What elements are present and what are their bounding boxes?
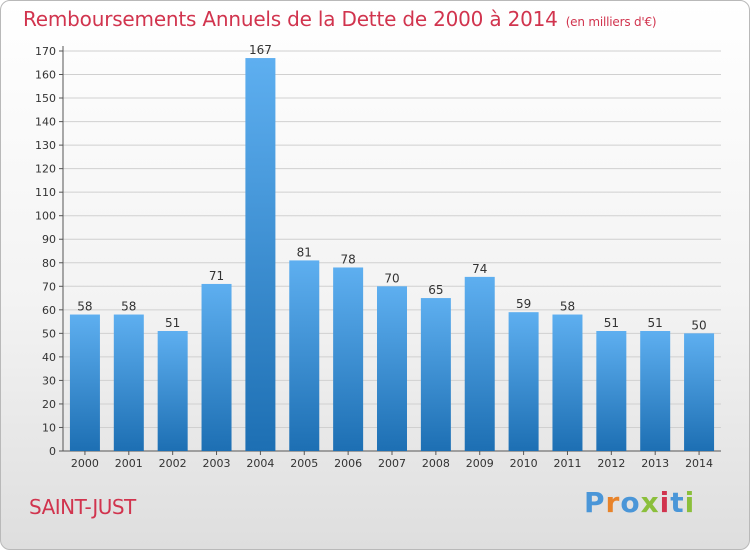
y-tick-label: 40 xyxy=(42,351,56,364)
data-label: 167 xyxy=(249,43,272,57)
y-tick-label: 130 xyxy=(35,139,56,152)
y-tick-label: 50 xyxy=(42,327,56,340)
data-label: 58 xyxy=(121,300,136,314)
bar xyxy=(377,286,407,451)
bar xyxy=(289,260,320,451)
data-label: 51 xyxy=(648,316,663,330)
x-tick-label: 2002 xyxy=(159,457,187,470)
bar xyxy=(113,314,144,451)
y-tick-label: 150 xyxy=(35,92,56,105)
y-tick-label: 90 xyxy=(42,233,56,246)
data-label: 59 xyxy=(516,297,531,311)
y-tick-label: 20 xyxy=(42,398,56,411)
bar xyxy=(201,283,232,451)
y-tick-label: 10 xyxy=(42,421,56,434)
x-tick-label: 2014 xyxy=(685,457,713,470)
y-tick-label: 30 xyxy=(42,374,56,387)
logo-letter: i xyxy=(684,486,696,519)
data-label: 58 xyxy=(560,300,575,314)
x-tick-label: 2008 xyxy=(422,457,450,470)
y-tick-label: 70 xyxy=(42,280,56,293)
bar xyxy=(333,267,364,451)
logo-letter: r xyxy=(605,486,621,519)
x-tick-label: 2010 xyxy=(510,457,538,470)
data-label: 71 xyxy=(209,269,224,283)
x-tick-label: 2012 xyxy=(597,457,625,470)
data-label: 81 xyxy=(297,245,312,259)
y-tick-label: 160 xyxy=(35,69,56,82)
data-label: 70 xyxy=(384,271,399,285)
bar xyxy=(420,298,451,451)
bar xyxy=(596,331,627,451)
x-tick-label: 2013 xyxy=(641,457,669,470)
x-tick-label: 2004 xyxy=(246,457,274,470)
bar xyxy=(640,331,671,451)
data-label: 58 xyxy=(77,300,92,314)
bar xyxy=(464,276,495,451)
bar xyxy=(245,58,276,451)
y-tick-label: 110 xyxy=(35,186,56,199)
data-label: 50 xyxy=(691,318,706,332)
proxiti-logo[interactable]: Proxiti xyxy=(584,486,695,519)
x-tick-label: 2011 xyxy=(553,457,581,470)
y-tick-label: 170 xyxy=(35,45,56,58)
data-label: 51 xyxy=(604,316,619,330)
x-tick-label: 2003 xyxy=(203,457,231,470)
bars xyxy=(69,58,715,451)
data-label: 51 xyxy=(165,316,180,330)
city-name: SAINT-JUST xyxy=(29,495,136,519)
y-tick-label: 80 xyxy=(42,257,56,270)
data-labels: 58 58 51 71 167 81 78 70 65 74 59 58 51 51 50 xyxy=(77,43,706,332)
y-tick-label: 140 xyxy=(35,116,56,129)
bar xyxy=(552,314,583,451)
y-tick-label: 60 xyxy=(42,304,56,317)
bar xyxy=(684,333,715,451)
x-tick-label: 2005 xyxy=(290,457,318,470)
logo-letter: i xyxy=(659,486,671,519)
x-tick-label: 2001 xyxy=(115,457,143,470)
x-tick-label: 2006 xyxy=(334,457,362,470)
chart-unit: (en milliers d'€) xyxy=(565,15,657,29)
data-label: 74 xyxy=(472,262,487,276)
logo-letter: P xyxy=(584,486,606,519)
logo-letter: o xyxy=(620,486,641,519)
chart-title-text: Remboursements Annuels de la Dette de 20… xyxy=(23,7,558,31)
data-label: 78 xyxy=(340,252,355,266)
logo-letter: t xyxy=(670,486,685,519)
x-tick-label: 2009 xyxy=(466,457,494,470)
bar xyxy=(508,312,539,451)
bar xyxy=(69,314,100,451)
data-label: 65 xyxy=(428,283,443,297)
y-tick-label: 120 xyxy=(35,163,56,176)
chart-title: Remboursements Annuels de la Dette de 20… xyxy=(23,7,657,31)
y-tick-label: 0 xyxy=(49,445,56,458)
bar xyxy=(157,331,188,451)
x-tick-label: 2007 xyxy=(378,457,406,470)
y-tick-label: 100 xyxy=(35,210,56,223)
x-tick-label: 2000 xyxy=(71,457,99,470)
logo-letter: x xyxy=(640,486,660,519)
